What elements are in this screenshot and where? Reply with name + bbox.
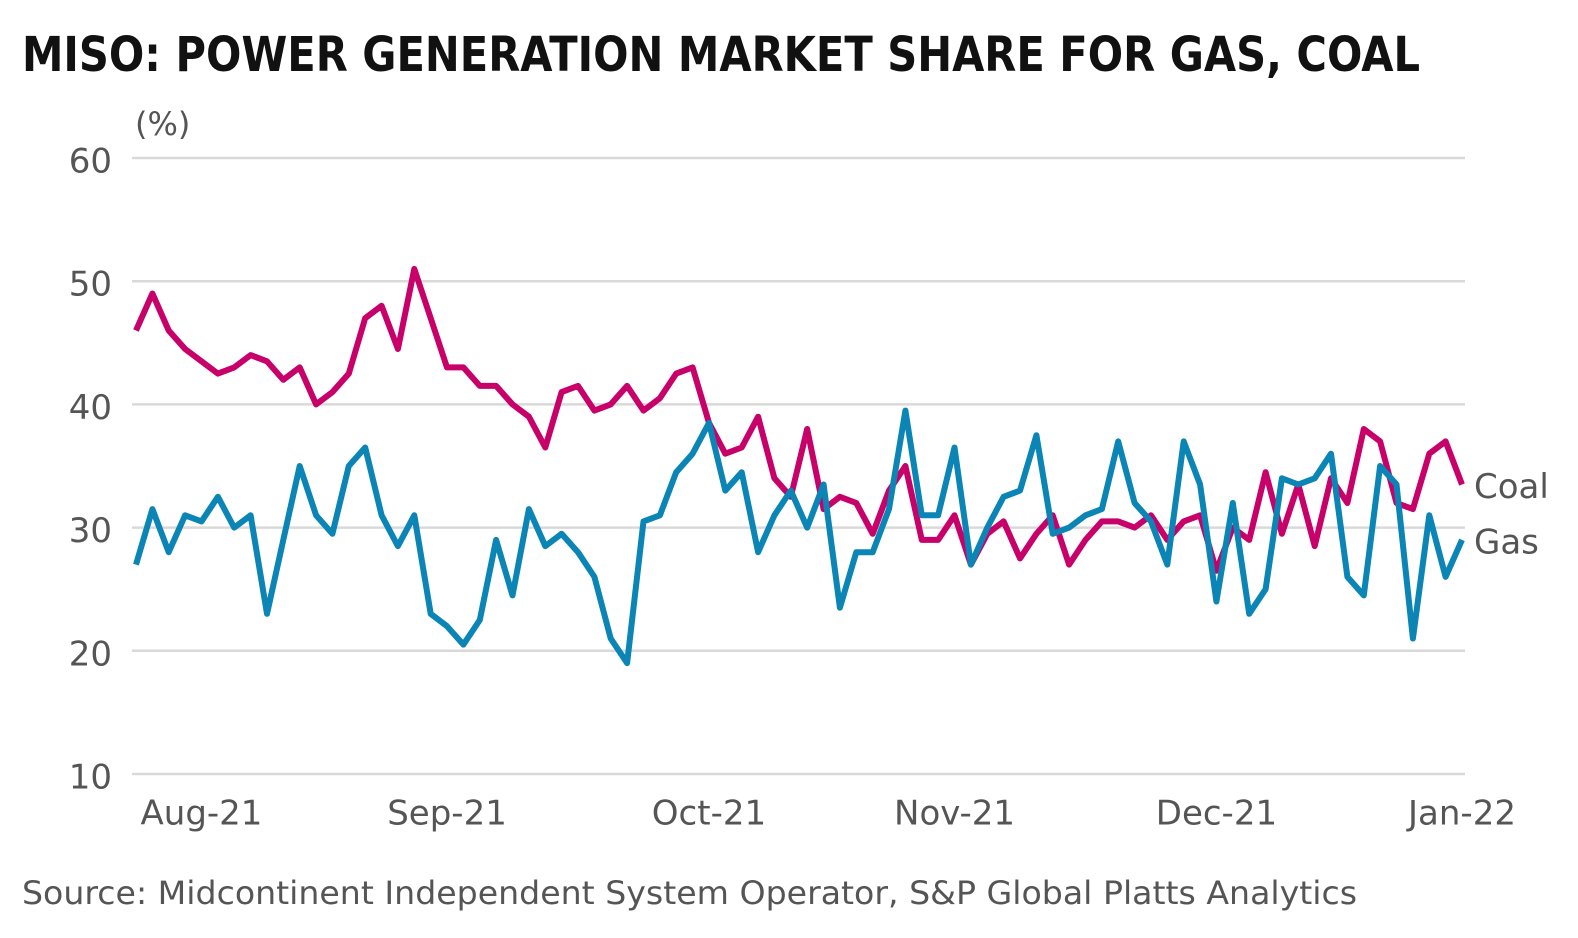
series-line (133, 265, 1465, 574)
y-tick-label: 50 (69, 265, 112, 305)
y-tick-label: 30 (69, 511, 112, 551)
x-tick-label: Dec-21 (1156, 794, 1277, 834)
y-tick-label: 10 (69, 758, 112, 798)
y-tick-label: 60 (69, 142, 112, 182)
x-tick-label: Jan-22 (1406, 794, 1516, 834)
x-tick-label: Nov-21 (894, 794, 1015, 834)
x-tick-label: Aug-21 (141, 794, 263, 834)
y-axis-label: (%) (135, 105, 190, 143)
series-label: Coal (1474, 467, 1549, 507)
source-note: Source: Midcontinent Independent System … (22, 874, 1357, 912)
series-line (133, 407, 1465, 667)
x-tick-label: Sep-21 (387, 794, 507, 834)
series-label: Gas (1474, 522, 1539, 562)
y-tick-label: 20 (69, 634, 112, 674)
y-tick-label: 40 (69, 388, 112, 428)
chart-title: MISO: POWER GENERATION MARKET SHARE FOR … (22, 27, 1420, 83)
x-tick-label: Oct-21 (652, 794, 766, 834)
